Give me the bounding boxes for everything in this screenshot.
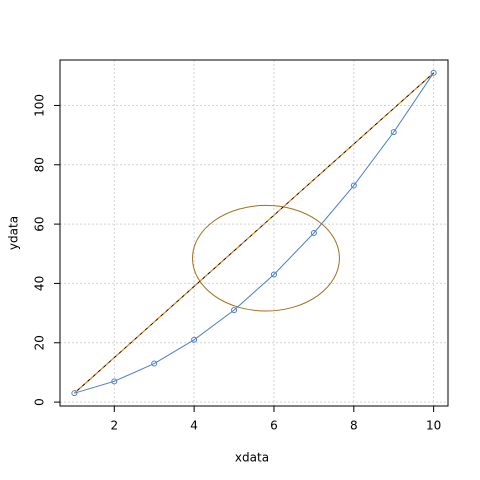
y-tick-label: 20 xyxy=(33,335,47,350)
x-axis-label: xdata xyxy=(235,451,269,465)
y-tick-label: 100 xyxy=(33,94,47,117)
series-line xyxy=(74,72,435,394)
plot-frame xyxy=(59,59,449,407)
point xyxy=(191,336,198,343)
x-tick-label: 6 xyxy=(270,419,278,433)
point xyxy=(390,129,397,136)
point xyxy=(310,230,317,236)
y-tick-label: 80 xyxy=(33,157,47,172)
point xyxy=(151,360,158,367)
point xyxy=(430,69,437,76)
point xyxy=(71,390,78,397)
x-tick-label: 2 xyxy=(110,419,118,433)
point xyxy=(350,182,357,189)
x-tick-label: 4 xyxy=(190,419,198,433)
series-line xyxy=(74,72,434,394)
point xyxy=(111,378,118,385)
x-tick-label: 10 xyxy=(426,419,441,433)
point xyxy=(270,271,277,278)
y-tick-label: 0 xyxy=(33,398,47,406)
y-tick-label: 40 xyxy=(33,276,47,291)
x-tick-label: 8 xyxy=(350,419,358,433)
y-axis-label: ydata xyxy=(7,216,21,250)
y-tick-label: 60 xyxy=(33,216,47,231)
point xyxy=(231,307,238,314)
ellipse xyxy=(192,204,340,312)
